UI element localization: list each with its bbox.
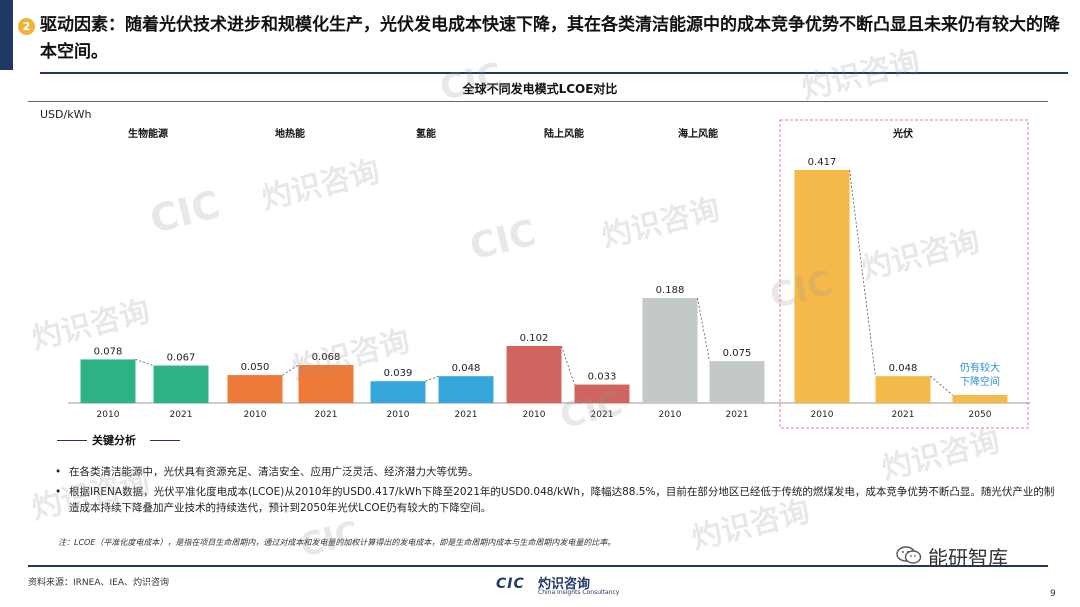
trend-connector	[282, 364, 299, 376]
data-label: 0.188	[656, 285, 685, 296]
logo-cn: 灼识咨询	[538, 577, 591, 592]
wechat-badge: 能研智库	[896, 542, 1056, 570]
data-label: 0.102	[520, 333, 549, 344]
bar	[370, 381, 426, 403]
data-label: 0.039	[384, 368, 413, 379]
chart-title: 全球不同发电模式LCOE对比	[462, 82, 618, 96]
y-axis-unit: USD/kWh	[40, 108, 92, 121]
bar	[642, 297, 698, 403]
bullet-item: 在各类清洁能源中，光伏具有资源充足、清洁安全、应用广泛灵活、经济潜力大等优势。	[55, 464, 1055, 480]
trend-connector	[697, 297, 710, 362]
x-tick-label: 2010	[523, 410, 546, 420]
bar	[794, 170, 850, 403]
left-accent-bar	[0, 0, 13, 70]
group-label: 光伏	[892, 127, 913, 140]
section-number-icon: 2	[18, 18, 35, 35]
logo-en: China Insights Consultancy	[538, 589, 620, 596]
key-analysis-label: 关键分析	[92, 434, 136, 447]
page-number: 9	[1050, 589, 1056, 599]
data-label: 0.048	[452, 363, 481, 374]
data-label: 0.078	[94, 346, 123, 357]
group-label: 地热能	[275, 127, 305, 140]
x-tick-label: 2021	[591, 410, 614, 420]
data-label: 0.075	[723, 348, 752, 359]
bar	[506, 346, 562, 403]
bar	[298, 365, 354, 403]
trend-connector	[425, 375, 439, 382]
bar	[227, 375, 283, 403]
bar	[709, 361, 765, 403]
wechat-name: 能研智库	[928, 546, 1008, 570]
x-tick-label: 2010	[244, 410, 267, 420]
data-label: 0.068	[312, 352, 341, 363]
title-divider	[40, 72, 1068, 74]
group-label: 海上风能	[678, 127, 718, 140]
trend-connector	[561, 345, 575, 385]
trend-connector	[930, 375, 953, 396]
x-tick-label: 2010	[387, 410, 410, 420]
forecast-annotation: 仍有较大	[960, 361, 1000, 374]
wechat-icon	[896, 546, 922, 564]
analysis-bullets: 在各类清洁能源中，光伏具有资源充足、清洁安全、应用广泛灵活、经济潜力大等优势。 …	[55, 464, 1055, 520]
group-label: 生物能源	[128, 127, 168, 140]
x-tick-label: 2021	[726, 410, 749, 420]
data-label: 0.050	[241, 362, 270, 373]
forecast-annotation: 下降空间	[960, 375, 1000, 388]
x-tick-label: 2021	[455, 410, 478, 420]
x-tick-label: 2010	[659, 410, 682, 420]
bullet-item: 根据IRENA数据，光伏平准化度电成本(LCOE)从2010年的USD0.417…	[55, 484, 1055, 516]
x-tick-label: 2050	[969, 410, 992, 420]
key-analysis-heading: 关键分析	[0, 431, 240, 451]
trend-connector	[849, 169, 876, 377]
bar	[80, 359, 136, 403]
data-label: 0.067	[167, 353, 196, 364]
data-label: 0.048	[889, 363, 918, 374]
x-tick-label: 2021	[315, 410, 338, 420]
x-tick-label: 2010	[97, 410, 120, 420]
bar	[952, 395, 1008, 403]
group-label: 氢能	[416, 127, 436, 140]
x-tick-label: 2021	[892, 410, 915, 420]
x-tick-label: 2021	[170, 410, 193, 420]
lcoe-chart: 生物能源 0.078 2010 0.067 2021 地热能 0.050 2010 0.068 2…	[68, 119, 1030, 429]
bar	[574, 384, 630, 403]
heading-right-line	[150, 440, 180, 441]
data-label: 0.417	[808, 157, 837, 168]
logo-mark: CIC	[496, 576, 525, 592]
heading-left-line	[57, 440, 87, 441]
page-title: 驱动因素：随着光伏技术进步和规模化生产，光伏发电成本快速下降，其在各类清洁能源中…	[40, 15, 1060, 62]
data-label: 0.033	[588, 372, 617, 383]
chart-title-rule	[28, 101, 1048, 102]
group-label: 陆上风能	[544, 127, 584, 140]
bar	[153, 365, 209, 403]
bar	[438, 376, 494, 403]
source-text: 资料来源：IRNEA、IEA、灼识咨询	[28, 578, 169, 588]
bar	[875, 376, 931, 403]
trend-connector	[135, 359, 154, 366]
highlight-box	[779, 119, 1029, 429]
footer-rule	[28, 565, 1048, 567]
lcoe-note: 注：LCOE（平准化度电成本），是指在项目生命周期内，通过对成本和发电量的加权计…	[58, 538, 616, 547]
x-tick-label: 2010	[811, 410, 834, 420]
